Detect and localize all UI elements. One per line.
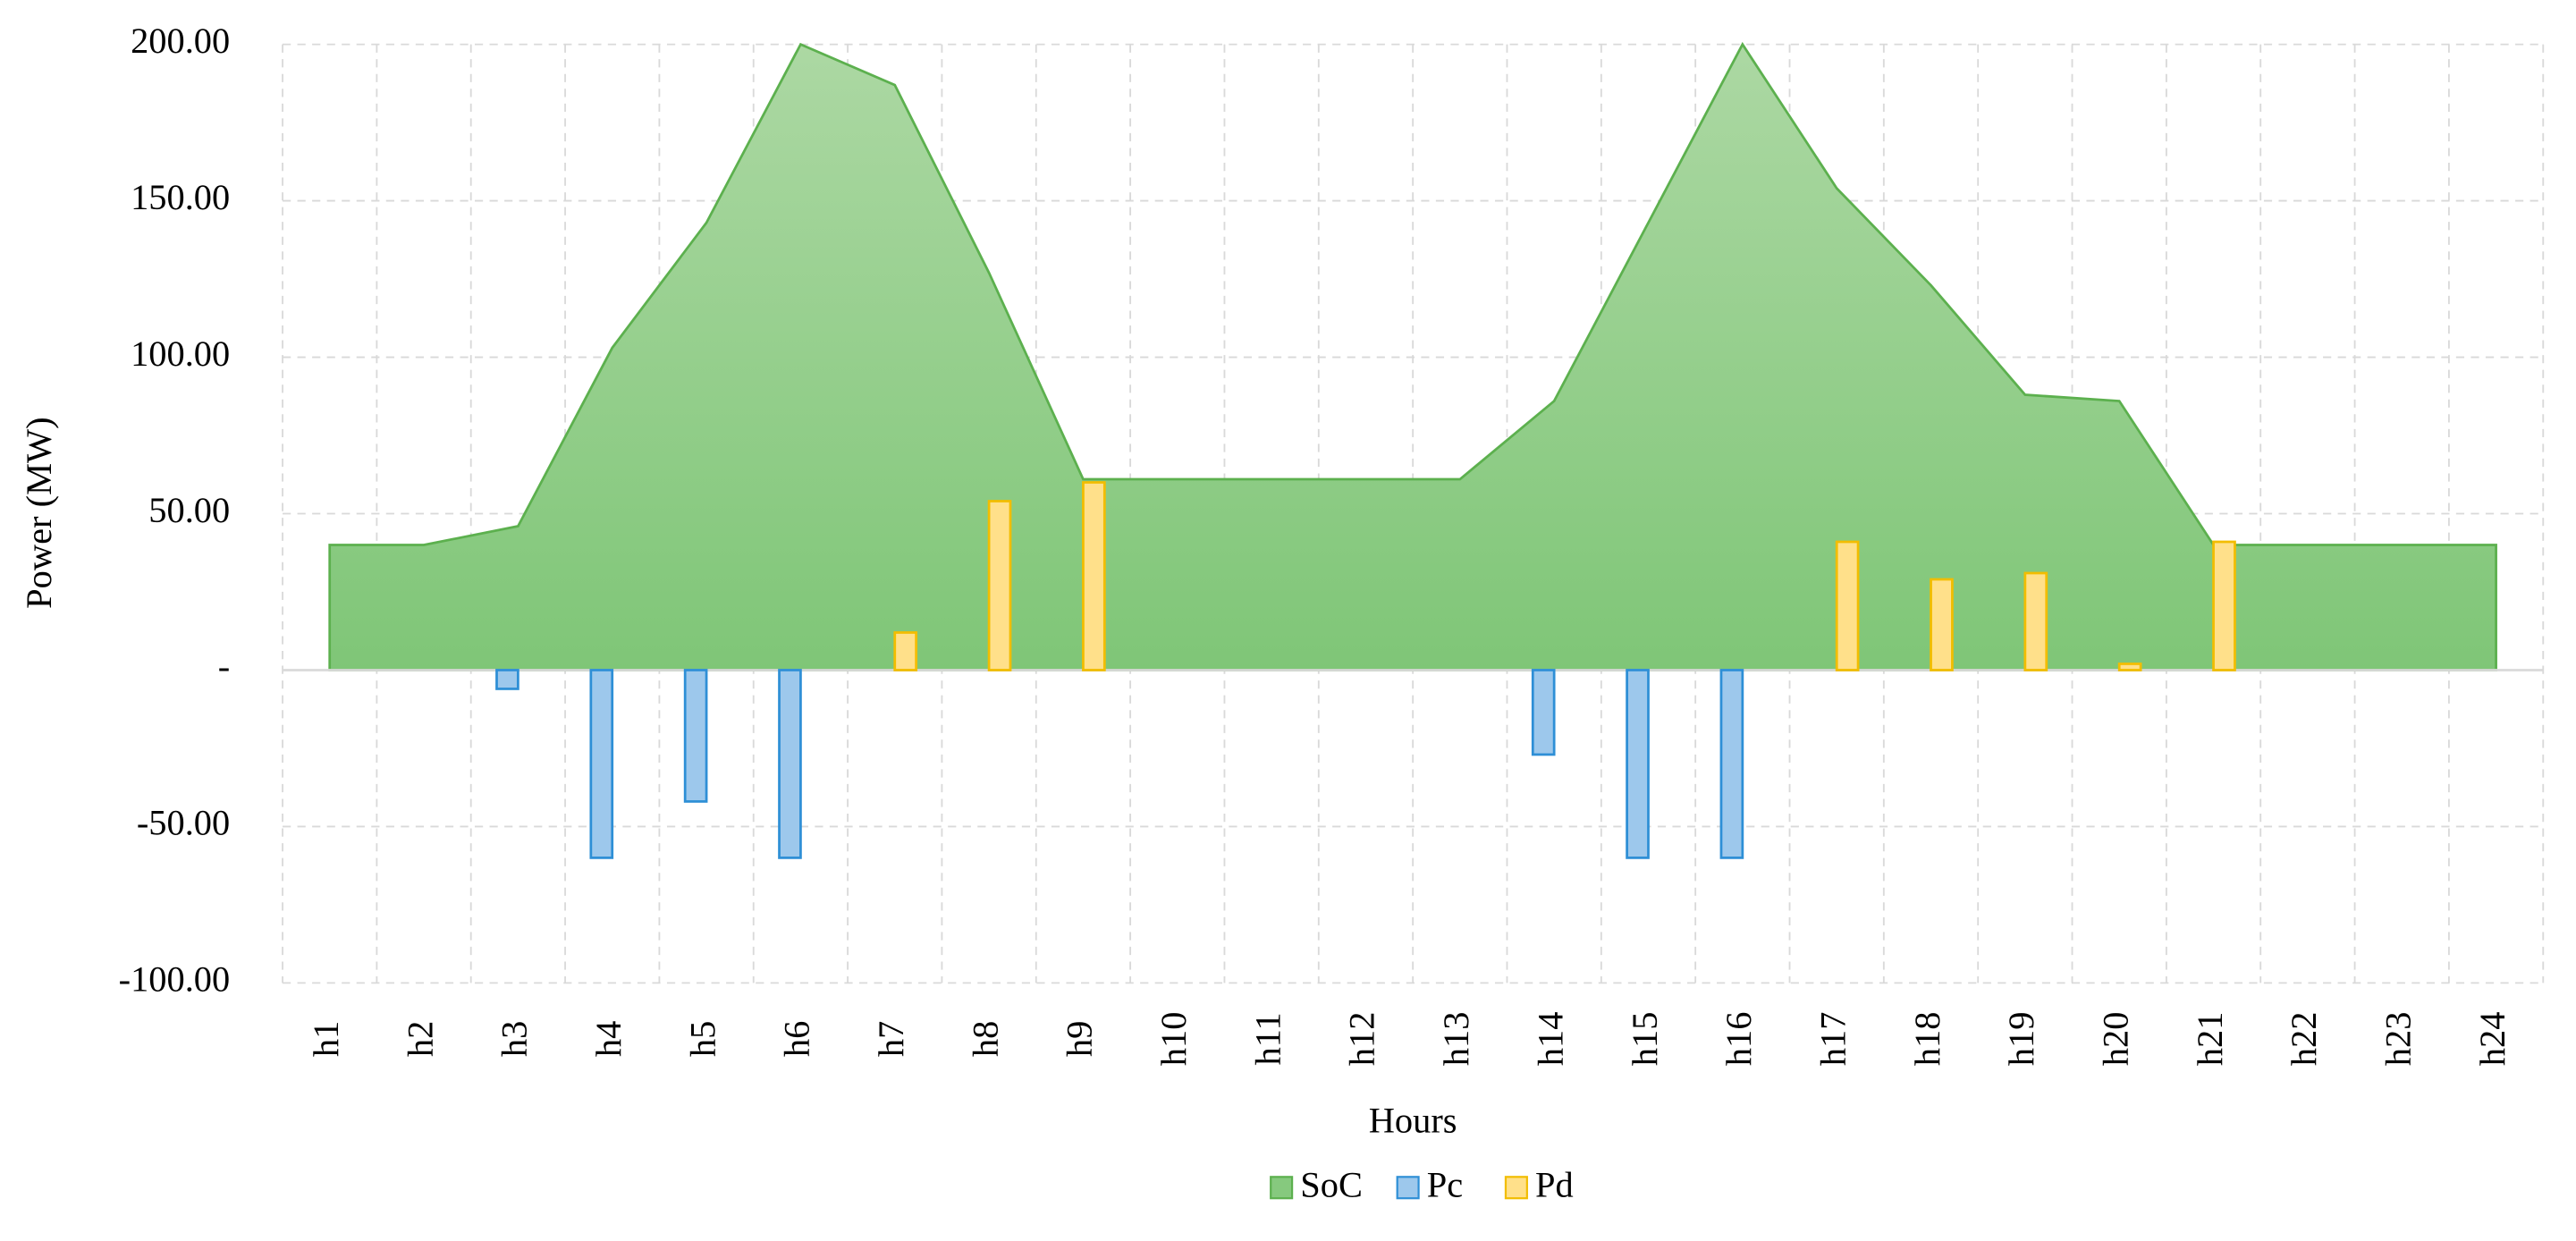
bar <box>987 500 1012 671</box>
x-tick-label: h4 <box>588 1021 629 1057</box>
y-tick-label: 100.00 <box>131 333 230 374</box>
bar <box>1082 481 1106 671</box>
legend-label: Pc <box>1427 1164 1463 1204</box>
x-tick-label: h7 <box>871 1021 911 1057</box>
y-axis-title: Power (MW) <box>19 417 59 608</box>
legend-marker <box>1270 1176 1294 1200</box>
bar <box>495 669 519 690</box>
bar <box>589 669 614 859</box>
x-tick-label: h20 <box>2095 1012 2135 1067</box>
bar <box>2212 540 2236 671</box>
bar <box>1930 578 1954 671</box>
x-tick-label: h5 <box>682 1021 722 1057</box>
x-tick-label: h13 <box>1436 1012 1476 1067</box>
x-tick-label: h14 <box>1530 1012 1570 1067</box>
legend-marker <box>1396 1176 1420 1200</box>
x-tick-label: h16 <box>1719 1012 1759 1067</box>
bar <box>1626 669 1650 859</box>
bar <box>1531 669 1556 756</box>
legend-label: SoC <box>1300 1164 1363 1204</box>
x-tick-label: h3 <box>494 1021 535 1057</box>
x-tick-label: h9 <box>1060 1021 1100 1057</box>
bar <box>893 631 918 671</box>
y-tick-label: -100.00 <box>119 959 231 1000</box>
y-tick-label: 50.00 <box>148 490 230 530</box>
x-tick-label: h12 <box>1342 1012 1382 1067</box>
x-tick-label: h22 <box>2284 1012 2324 1067</box>
x-tick-label: h24 <box>2472 1012 2513 1067</box>
x-tick-label: h10 <box>1153 1012 1194 1067</box>
x-tick-label: h11 <box>1247 1012 1288 1065</box>
bar <box>683 669 708 803</box>
x-tick-label: h18 <box>1907 1012 1947 1067</box>
x-tick-label: h21 <box>2190 1012 2230 1067</box>
x-axis-title: Hours <box>1369 1101 1457 1141</box>
y-tick-label: 150.00 <box>131 177 230 217</box>
y-tick-label: - <box>218 646 230 687</box>
legend-label: Pd <box>1535 1164 1574 1204</box>
bar <box>1835 540 1860 671</box>
legend-marker <box>1504 1176 1528 1200</box>
area <box>328 41 2497 671</box>
x-tick-label: h23 <box>2378 1012 2419 1067</box>
x-tick-label: h15 <box>1625 1012 1665 1067</box>
x-tick-label: h19 <box>2001 1012 2041 1067</box>
bar <box>1719 669 1744 859</box>
x-tick-label: h8 <box>965 1021 1005 1057</box>
x-tick-label: h2 <box>400 1021 440 1057</box>
x-tick-label: h1 <box>306 1021 346 1057</box>
legend: SoC Pc Pd <box>1270 1164 1574 1204</box>
bar <box>2117 663 2142 671</box>
x-tick-label: h17 <box>1812 1012 1853 1067</box>
y-tick-label: -50.00 <box>137 803 230 843</box>
bar <box>2023 571 2048 671</box>
bar <box>778 669 802 859</box>
y-tick-label: 200.00 <box>131 21 230 61</box>
x-tick-label: h6 <box>777 1021 817 1057</box>
